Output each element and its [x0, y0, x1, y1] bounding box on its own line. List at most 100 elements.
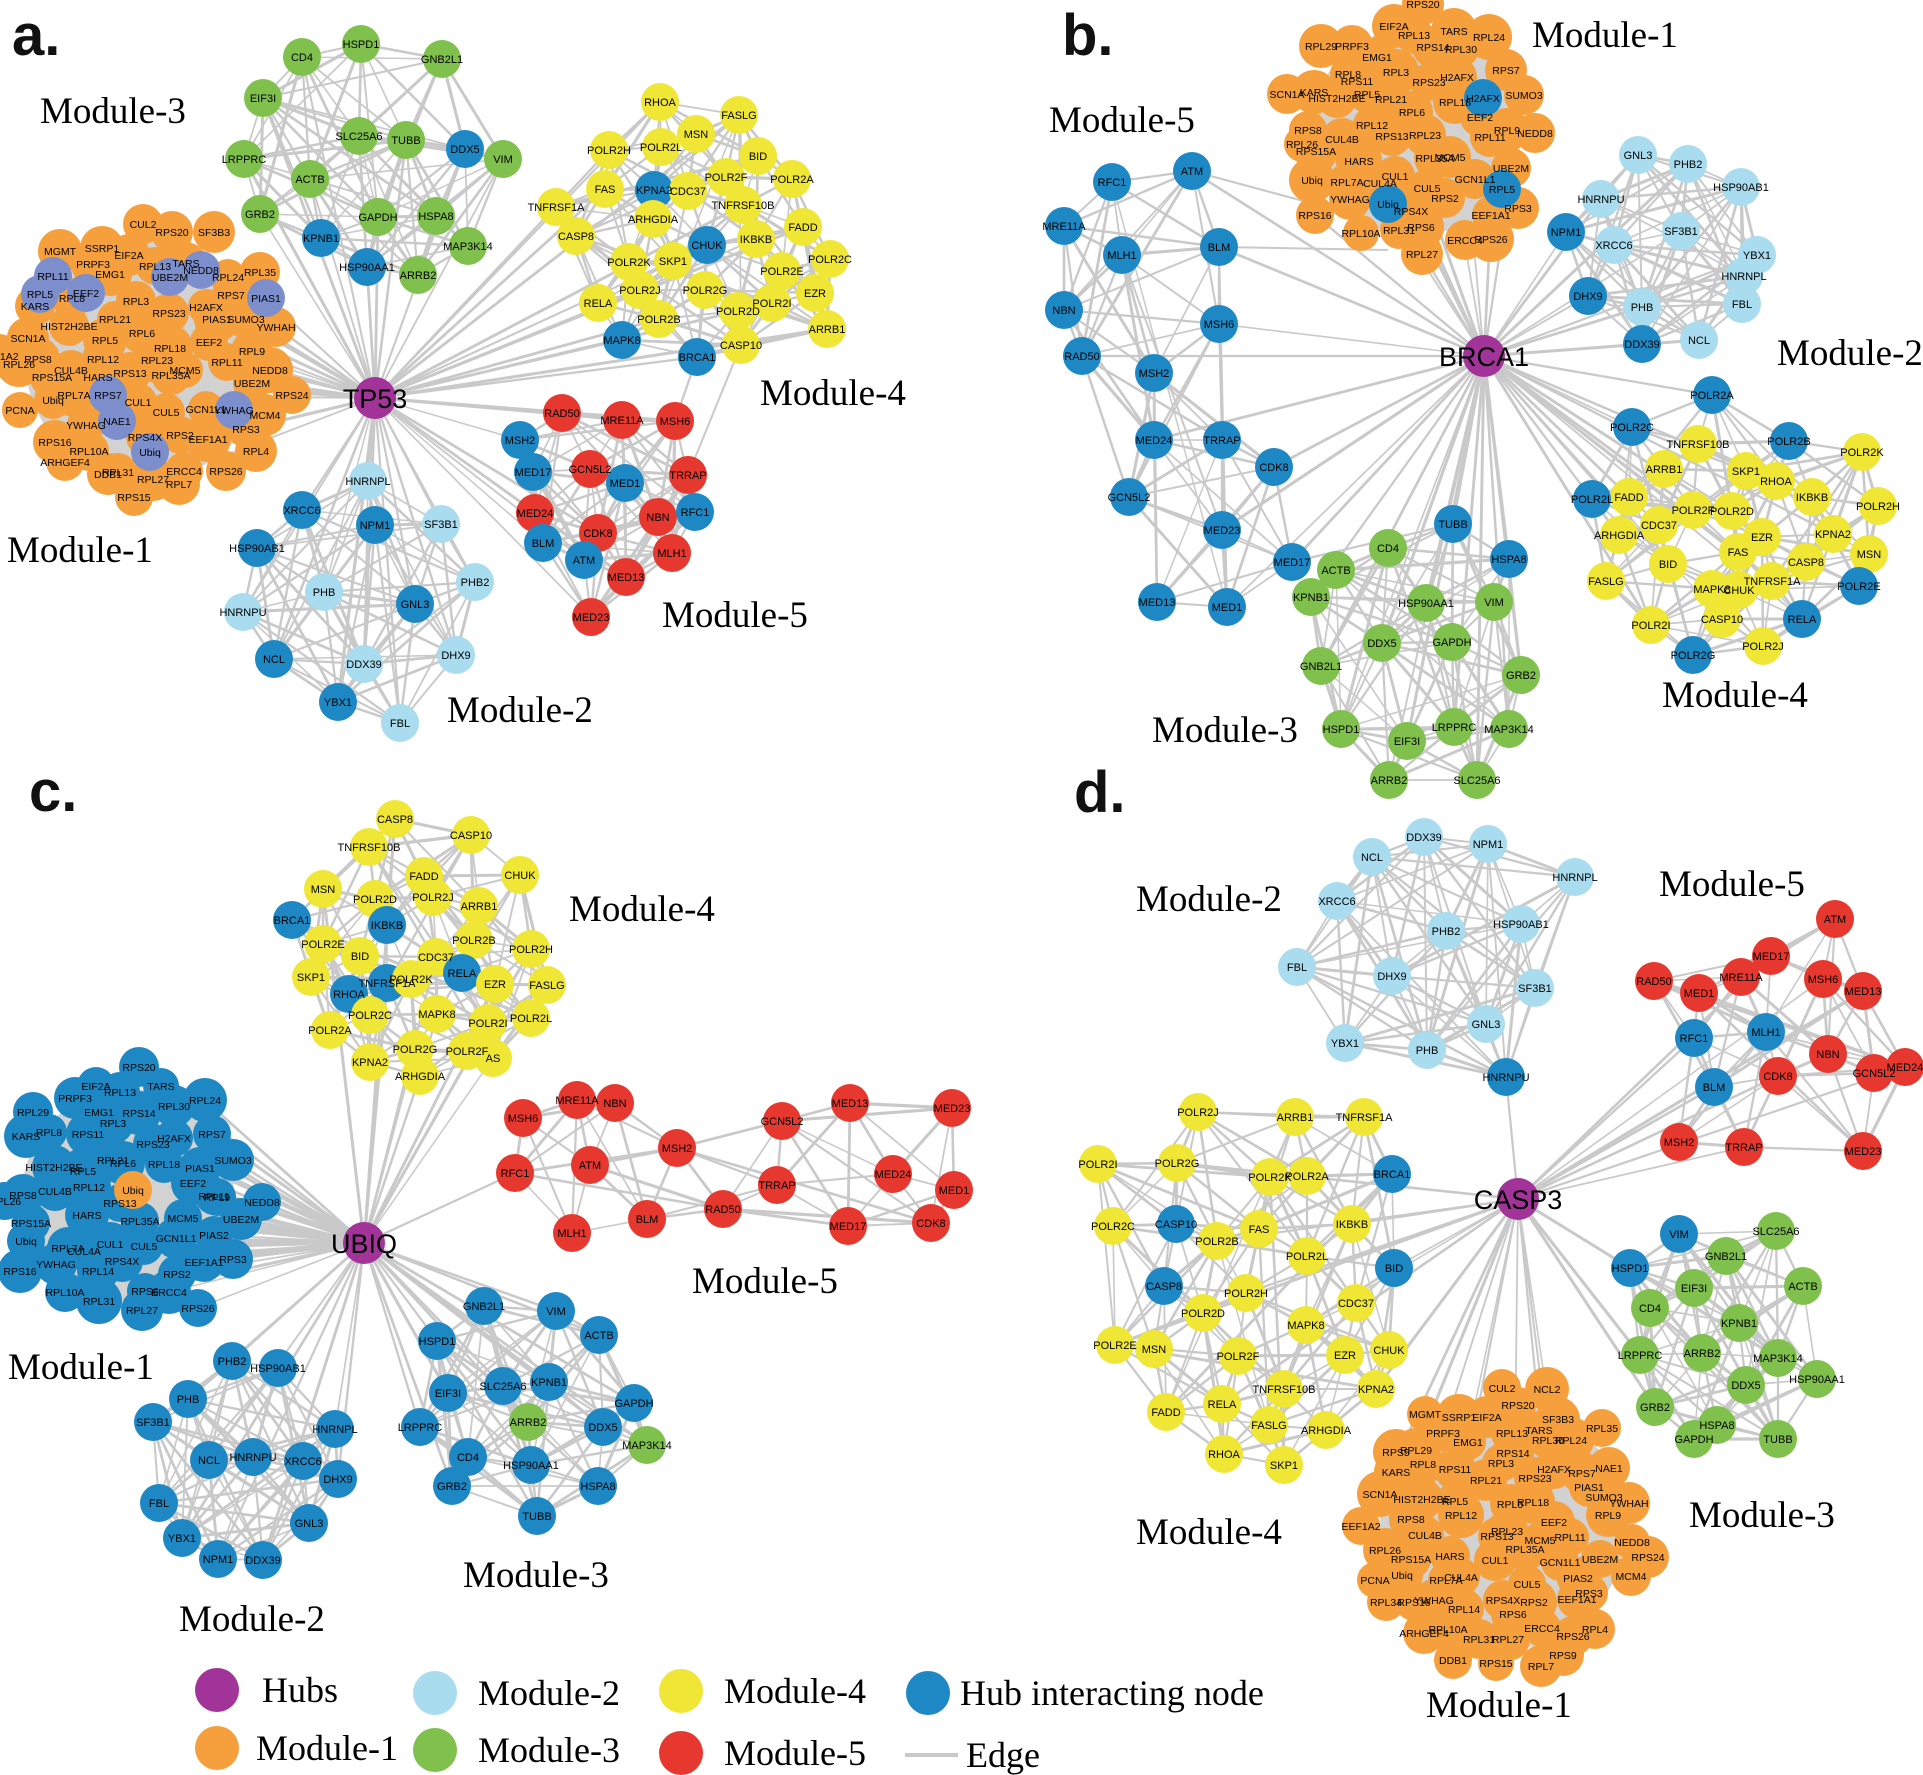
svg-text:DDX39: DDX39 [1406, 832, 1441, 844]
svg-text:SF3B1: SF3B1 [1518, 983, 1552, 995]
svg-text:POLR2A: POLR2A [1690, 390, 1734, 402]
svg-text:b.: b. [1062, 3, 1114, 68]
svg-text:CDK8: CDK8 [583, 528, 612, 540]
svg-text:SUMO3: SUMO3 [1505, 90, 1543, 102]
svg-text:DDX5: DDX5 [450, 144, 479, 156]
svg-text:RPL7: RPL7 [166, 479, 192, 491]
svg-text:RPL12: RPL12 [1445, 1510, 1477, 1522]
svg-text:RPL12: RPL12 [1356, 120, 1388, 132]
svg-text:EEF2: EEF2 [1467, 112, 1493, 124]
svg-text:VIM: VIM [1669, 1229, 1689, 1241]
svg-text:Ubiq: Ubiq [1391, 1570, 1413, 1582]
svg-text:MAP3K14: MAP3K14 [1753, 1353, 1803, 1365]
svg-text:RPL14: RPL14 [82, 1266, 114, 1278]
svg-text:POLR2G: POLR2G [1155, 1158, 1200, 1170]
svg-text:CUL5: CUL5 [153, 407, 180, 419]
svg-text:ACTB: ACTB [1788, 1281, 1817, 1293]
svg-text:MED23: MED23 [573, 612, 610, 624]
svg-text:MSN: MSN [1142, 1344, 1167, 1356]
svg-text:Edge: Edge [966, 1735, 1040, 1775]
svg-text:MSN: MSN [311, 884, 336, 896]
svg-text:NBN: NBN [646, 512, 669, 524]
svg-text:IKBKB: IKBKB [371, 920, 403, 932]
svg-text:PRPF3: PRPF3 [58, 1093, 92, 1105]
svg-text:NEDD8: NEDD8 [183, 265, 219, 277]
svg-text:RPS3: RPS3 [1575, 1588, 1603, 1600]
svg-text:HSPA8: HSPA8 [1491, 554, 1526, 566]
svg-text:MCM5: MCM5 [1435, 152, 1466, 164]
svg-text:RPS16: RPS16 [38, 437, 71, 449]
svg-text:MLH1: MLH1 [1751, 1027, 1780, 1039]
svg-text:POLR2F: POLR2F [705, 172, 748, 184]
svg-text:NCL: NCL [263, 654, 285, 666]
svg-text:TNFRSF10B: TNFRSF10B [1253, 1384, 1316, 1396]
svg-text:RPL24: RPL24 [189, 1095, 221, 1107]
svg-text:Ubiq: Ubiq [1377, 199, 1399, 211]
svg-text:Module-3: Module-3 [478, 1730, 620, 1770]
svg-text:GNB2L1: GNB2L1 [421, 54, 463, 66]
svg-text:CUL1: CUL1 [1382, 171, 1409, 183]
svg-text:POLR2E: POLR2E [760, 266, 803, 278]
svg-text:GNL3: GNL3 [401, 599, 430, 611]
svg-text:SKP1: SKP1 [1732, 466, 1760, 478]
svg-text:TUBB: TUBB [522, 1511, 551, 1523]
svg-text:RPS11: RPS11 [1341, 76, 1374, 88]
svg-text:DHX9: DHX9 [1377, 971, 1406, 983]
svg-text:LRPPRC: LRPPRC [222, 154, 267, 166]
svg-text:RELA: RELA [448, 968, 477, 980]
svg-text:RFC1: RFC1 [1680, 1033, 1709, 1045]
svg-text:RPL27: RPL27 [126, 1305, 158, 1317]
svg-text:SCN1A: SCN1A [10, 333, 45, 345]
svg-text:CUL5: CUL5 [1514, 1579, 1541, 1591]
svg-text:RPS14: RPS14 [122, 1108, 155, 1120]
svg-text:MED23: MED23 [1204, 525, 1241, 537]
svg-text:DDB1: DDB1 [94, 469, 122, 481]
svg-text:RPL18: RPL18 [1439, 97, 1471, 109]
svg-text:RPS2: RPS2 [1520, 1597, 1548, 1609]
svg-text:RPL35A: RPL35A [151, 370, 190, 382]
svg-text:KPNA2: KPNA2 [1815, 529, 1851, 541]
svg-text:RPS3: RPS3 [219, 1254, 247, 1266]
svg-text:RPS8: RPS8 [1294, 125, 1322, 137]
svg-text:POLR2G: POLR2G [683, 285, 728, 297]
svg-text:Module-4: Module-4 [724, 1671, 866, 1711]
svg-text:POLR2I: POLR2I [1078, 1159, 1117, 1171]
svg-text:YBX1: YBX1 [1743, 250, 1771, 262]
svg-text:Module-2: Module-2 [179, 1599, 325, 1640]
svg-text:RPL27: RPL27 [1492, 1634, 1524, 1646]
svg-text:CHUK: CHUK [1373, 1345, 1405, 1357]
svg-text:EIF3I: EIF3I [435, 1388, 461, 1400]
svg-text:CUL1: CUL1 [97, 1239, 124, 1251]
svg-text:NEDD8: NEDD8 [1517, 128, 1553, 140]
svg-text:DDX39: DDX39 [346, 659, 381, 671]
svg-text:RPL8: RPL8 [1335, 69, 1361, 81]
svg-text:RPL13: RPL13 [104, 1087, 136, 1099]
svg-text:RPL3: RPL3 [1488, 1458, 1514, 1470]
svg-text:PRPF3: PRPF3 [1426, 1428, 1460, 1440]
svg-text:CUL4B: CUL4B [1325, 134, 1359, 146]
svg-text:Module-2: Module-2 [478, 1673, 620, 1713]
svg-text:NBN: NBN [603, 1098, 626, 1110]
svg-text:XRCC6: XRCC6 [284, 1456, 321, 1468]
svg-text:POLR2J: POLR2J [1742, 641, 1784, 653]
svg-text:ERCC4: ERCC4 [1447, 235, 1483, 247]
svg-text:TRRAP: TRRAP [669, 470, 706, 482]
svg-text:Module-2: Module-2 [447, 690, 593, 731]
svg-text:RHOA: RHOA [1208, 1449, 1240, 1461]
svg-text:MSN: MSN [684, 129, 709, 141]
svg-text:RAD50: RAD50 [1064, 351, 1099, 363]
svg-text:POLR2H: POLR2H [1856, 501, 1900, 513]
svg-text:MED24: MED24 [875, 1169, 912, 1181]
svg-text:RPL31: RPL31 [83, 1296, 115, 1308]
svg-text:HSP90AA1: HSP90AA1 [339, 262, 395, 274]
svg-text:YWHAG: YWHAG [36, 1259, 76, 1271]
svg-text:RPL11: RPL11 [211, 357, 242, 369]
svg-text:EEF1A1: EEF1A1 [184, 1257, 223, 1269]
svg-text:MED23: MED23 [1845, 1146, 1882, 1158]
svg-text:CUL4B: CUL4B [38, 1186, 72, 1198]
svg-text:FBL: FBL [149, 1498, 169, 1510]
svg-text:DDX5: DDX5 [1367, 638, 1396, 650]
svg-text:CDK8: CDK8 [916, 1218, 945, 1230]
svg-text:RPL11: RPL11 [1474, 132, 1505, 144]
svg-text:POLR2C: POLR2C [1091, 1221, 1135, 1233]
